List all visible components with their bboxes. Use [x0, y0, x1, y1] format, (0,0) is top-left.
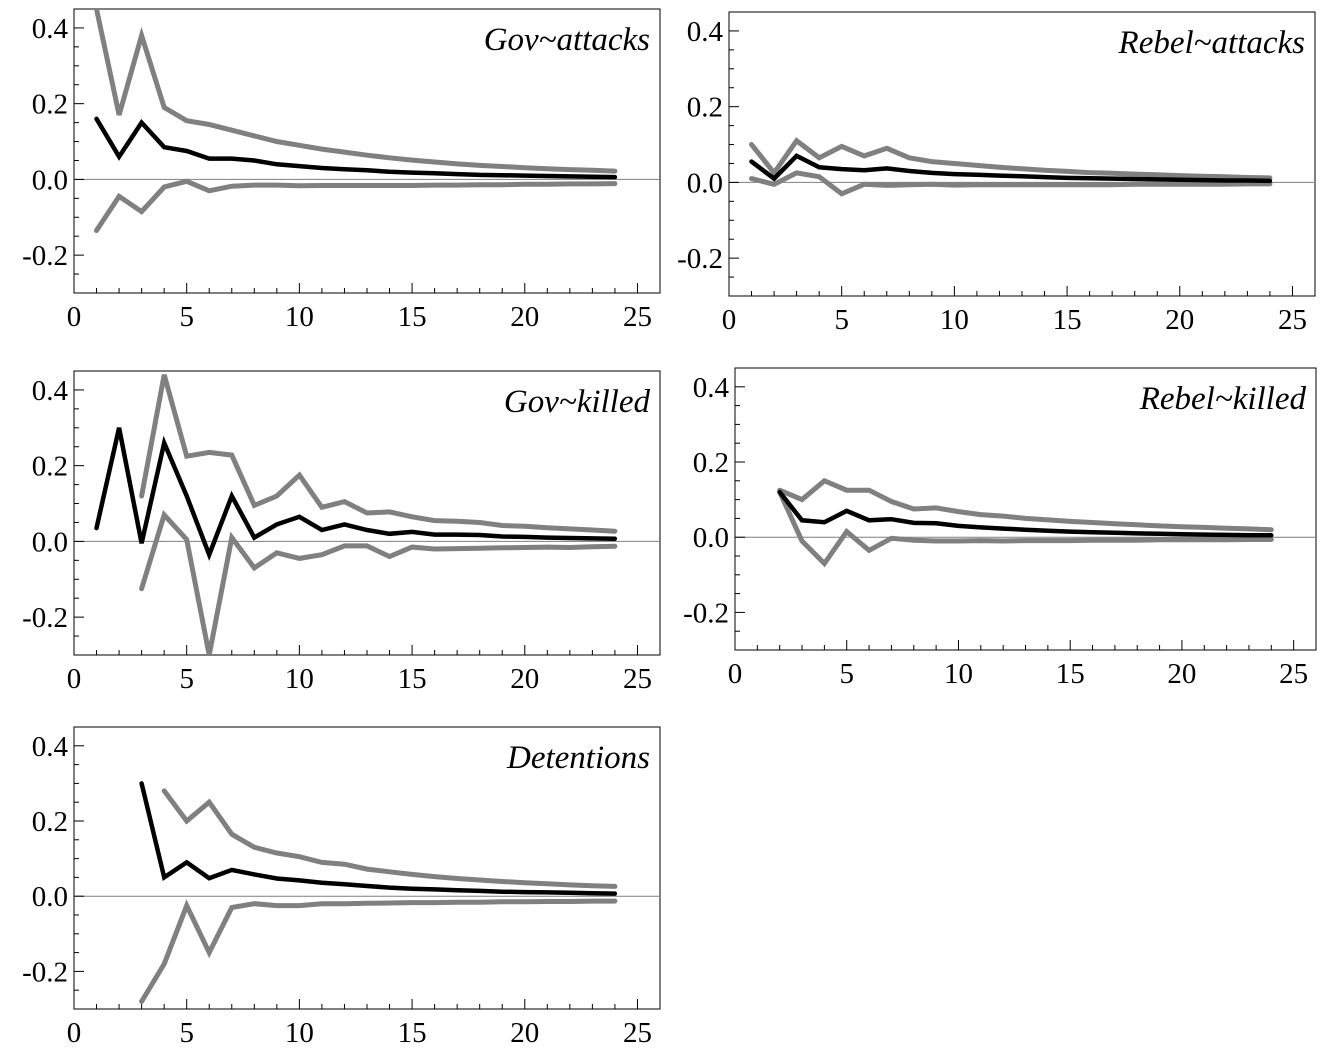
x-tick-label: 15: [398, 301, 427, 333]
x-tick-label: 15: [398, 663, 427, 695]
series-line-estimate: [139, 781, 618, 896]
series-line-lower-band: [139, 898, 618, 1004]
x-tick-label: 5: [839, 658, 854, 690]
x-tick-label: 0: [67, 663, 82, 695]
y-tick-label: 0.0: [32, 526, 68, 558]
y-tick-label: 0.0: [32, 881, 68, 913]
panel-detentions: 0 5 10 15 20 25 -0.2 0.0 0.2 0.4 Detentions: [22, 726, 661, 1049]
y-tick-label: 0.2: [32, 451, 68, 483]
x-tick-label: 0: [67, 1017, 82, 1049]
x-tick-label: 25: [1279, 658, 1308, 690]
x-tick-label: 0: [67, 301, 82, 333]
series-line-upper-band: [161, 788, 618, 889]
y-tick-label: 0.2: [687, 92, 723, 124]
x-tick-label: 10: [285, 663, 314, 695]
y-tick-label: 0.4: [32, 375, 69, 407]
y-tick-label: 0.0: [693, 522, 729, 554]
series-line-lower-band: [94, 178, 618, 233]
y-tick-label: 0.2: [693, 447, 729, 479]
y-tick-label: -0.2: [22, 602, 68, 634]
panel-title: Gov~killed: [504, 384, 651, 420]
x-tick-label: 20: [510, 663, 539, 695]
x-tick-label: 25: [623, 301, 652, 333]
x-tick-label: 0: [728, 658, 743, 690]
x-tick-label: 25: [623, 1017, 652, 1049]
series-line-upper-band: [94, 9, 618, 174]
x-tick-label: 15: [398, 1017, 427, 1049]
x-tick-label: 20: [510, 1017, 539, 1049]
series-line-lower-band: [139, 509, 618, 655]
x-tick-label: 5: [179, 663, 194, 695]
y-tick-label: 0.4: [693, 372, 730, 404]
x-tick-label: 5: [179, 301, 194, 333]
x-tick-label: 20: [1165, 304, 1194, 336]
y-tick-label: 0.4: [687, 16, 724, 48]
panel-gov-attacks: 0 5 10 15 20 25 -0.2 0.0 0.2 0.4 Gov~attacks: [22, 8, 661, 333]
panel-title: Rebel~attacks: [1118, 25, 1305, 61]
y-tick-label: 0.4: [32, 13, 69, 45]
series-line-upper-band: [139, 374, 618, 534]
x-tick-label: 15: [1056, 658, 1085, 690]
x-tick-label: 10: [940, 304, 969, 336]
x-tick-label: 5: [834, 304, 849, 336]
series-line-estimate: [94, 427, 618, 561]
panel-title: Rebel~killed: [1139, 381, 1307, 417]
x-tick-label: 10: [285, 1017, 314, 1049]
x-tick-label: 20: [510, 301, 539, 333]
series-line-estimate: [749, 153, 1273, 184]
series-line-estimate: [94, 116, 618, 180]
x-tick-label: 5: [179, 1017, 194, 1049]
x-tick-label: 10: [944, 658, 973, 690]
series-line-upper-band: [749, 137, 1273, 181]
panel-rebel-killed: 0 5 10 15 20 25 -0.2 0.0 0.2 0.4 Rebel~killed: [683, 367, 1317, 690]
x-tick-label: 20: [1167, 658, 1196, 690]
y-tick-label: 0.4: [32, 731, 69, 763]
panel-gov-killed: 0 5 10 15 20 25 -0.2 0.0 0.2 0.4 Gov~killed: [22, 370, 661, 695]
series-line-upper-band: [777, 477, 1274, 533]
panel-title: Detentions: [506, 740, 650, 776]
y-tick-label: 0.0: [32, 164, 68, 196]
x-tick-label: 0: [722, 304, 737, 336]
y-tick-label: 0.0: [687, 167, 723, 199]
panel-title: Gov~attacks: [484, 22, 650, 58]
series-line-estimate: [777, 489, 1274, 538]
x-tick-label: 25: [1278, 304, 1307, 336]
y-tick-label: -0.2: [22, 956, 68, 988]
x-tick-label: 25: [623, 663, 652, 695]
y-tick-label: 0.2: [32, 806, 68, 838]
series-line-lower-band: [749, 170, 1273, 197]
panel-rebel-attacks: 0 5 10 15 20 25 -0.2 0.0 0.2 0.4 Rebel~attacks: [677, 11, 1316, 336]
series-line-lower-band: [777, 489, 1274, 568]
y-tick-label: 0.2: [32, 89, 68, 121]
x-tick-label: 10: [285, 301, 314, 333]
y-tick-label: -0.2: [683, 597, 729, 629]
y-tick-label: -0.2: [677, 243, 723, 275]
x-tick-label: 15: [1053, 304, 1082, 336]
y-tick-label: -0.2: [22, 240, 68, 272]
